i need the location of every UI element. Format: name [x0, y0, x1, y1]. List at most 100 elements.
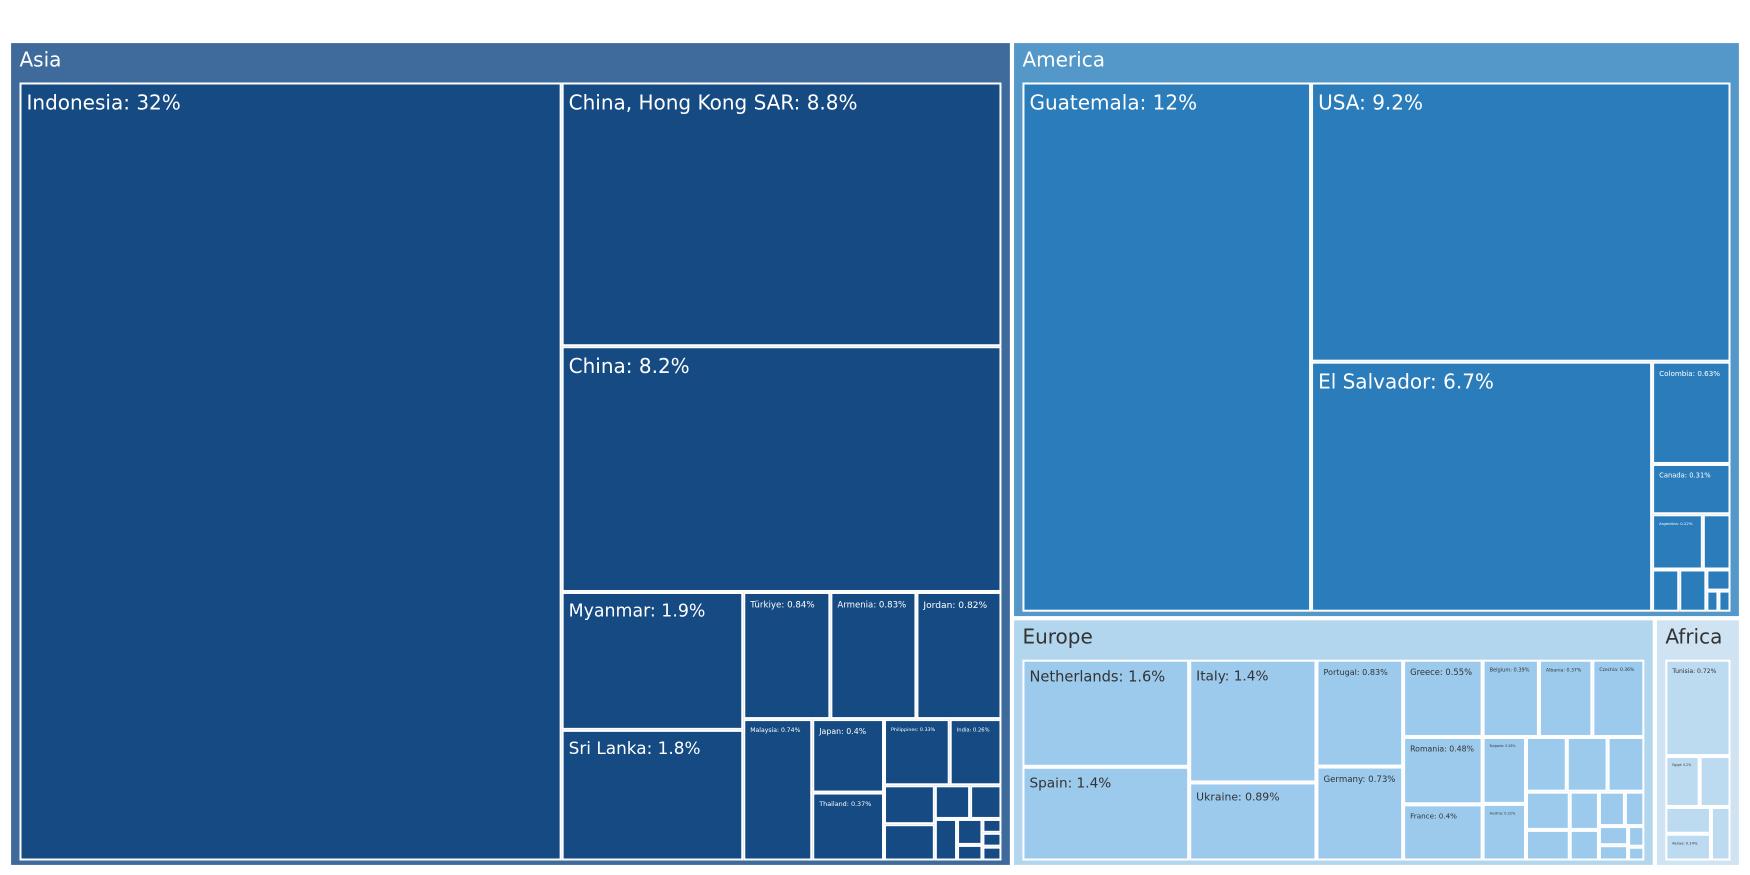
tile-egypt-rect: [1665, 756, 1700, 807]
tile-asia-20[interactable]: [982, 818, 1002, 833]
tile-europe-18[interactable]: [1525, 829, 1570, 861]
tile-africa-5[interactable]: [1710, 806, 1731, 861]
tile-kenya[interactable]: Kenya: 0.14%: [1665, 833, 1711, 861]
tile-colombia[interactable]: Colombia: 0.63%: [1652, 361, 1731, 464]
tile-bulgaria-rect: [1482, 736, 1526, 804]
tile-bulgaria[interactable]: Bulgaria: 0.26%: [1482, 736, 1526, 804]
group-asia-label: Asia: [20, 48, 62, 72]
tile-label-kenya: Kenya: 0.14%: [1672, 841, 1698, 845]
tile-asia-19-rect: [957, 844, 983, 861]
tile-t-rkiye-rect: [743, 591, 831, 720]
group-africa-label: Africa: [1665, 625, 1722, 649]
tile-myanmar[interactable]: Myanmar: 1.9%: [561, 591, 744, 730]
tile-jordan[interactable]: Jordan: 0.82%: [916, 591, 1002, 720]
group-africa[interactable]: Africa Tunisia: 0.72% Egypt: 0.2% Kenya: 0.…: [1655, 619, 1741, 867]
tile-armenia[interactable]: Armenia: 0.83%: [830, 591, 917, 720]
tile-asia-14[interactable]: [884, 824, 935, 861]
group-europe[interactable]: Europe Netherlands: 1.6% Spain: 1.4% Italy:…: [1012, 619, 1654, 867]
tile-malaysia[interactable]: Malaysia: 0.74%: [743, 719, 813, 861]
tile-asia-14-rect: [884, 824, 935, 861]
tile-europe-17[interactable]: [1525, 791, 1570, 830]
tile-asia-20-rect: [982, 818, 1002, 833]
tile-romania[interactable]: Romania: 0.48%: [1403, 736, 1483, 805]
tile-france[interactable]: France: 0.4%: [1403, 804, 1483, 861]
tile-label-france: France: 0.4%: [1410, 812, 1457, 821]
tile-africa-3-rect: [1665, 806, 1711, 834]
tile-america-9[interactable]: [1706, 569, 1731, 591]
tile-label-argentina: Argentina: 0.22%: [1659, 521, 1693, 526]
tile-america-10[interactable]: [1706, 590, 1719, 612]
tile-albania[interactable]: Albania: 0.37%: [1538, 659, 1593, 737]
tile-america-8[interactable]: [1679, 569, 1707, 612]
tile-label-malaysia: Malaysia: 0.74%: [750, 727, 800, 734]
tile-indonesia[interactable]: Indonesia: 32%: [19, 82, 562, 861]
tile-belgium[interactable]: Belgium: 0.39%: [1482, 659, 1539, 737]
tile-america-11[interactable]: [1718, 590, 1731, 612]
tile-sri-lanka[interactable]: Sri Lanka: 1.8%: [561, 729, 744, 861]
tile-usa[interactable]: USA: 9.2%: [1311, 82, 1731, 362]
tile-america-10-rect: [1706, 590, 1719, 612]
tile-china-hong-kong-sar[interactable]: China, Hong Kong SAR: 8.8%: [561, 82, 1002, 347]
tile-t-rkiye[interactable]: Türkiye: 0.84%: [743, 591, 831, 720]
tile-asia-19[interactable]: [957, 844, 983, 861]
tile-europe-16[interactable]: [1607, 736, 1645, 792]
tile-el-salvador[interactable]: El Salvador: 6.7%: [1311, 361, 1653, 612]
tile-europe-24[interactable]: [1598, 845, 1629, 861]
tile-label-usa: USA: 9.2%: [1318, 91, 1423, 115]
tile-africa-2[interactable]: [1699, 756, 1731, 807]
tile-america-7[interactable]: [1652, 569, 1680, 612]
tile-europe-21[interactable]: [1598, 791, 1625, 827]
tile-asia-21[interactable]: [982, 832, 1002, 847]
tile-label-czechia: Czechia: 0.36%: [1599, 667, 1635, 673]
tile-ukraine[interactable]: Ukraine: 0.89%: [1189, 782, 1317, 861]
tile-austria[interactable]: Austria: 0.22%: [1482, 803, 1526, 861]
tile-label-guatemala: Guatemala: 12%: [1029, 91, 1197, 115]
tile-india-rect: [949, 719, 1002, 786]
tile-asia-18[interactable]: [957, 818, 983, 845]
tile-label-germany: Germany: 0.73%: [1323, 775, 1395, 785]
tile-canada[interactable]: Canada: 0.31%: [1652, 463, 1731, 515]
tile-india[interactable]: India: 0.26%: [949, 719, 1002, 786]
tile-egypt[interactable]: Egypt: 0.2%: [1665, 756, 1700, 807]
tile-china[interactable]: China: 8.2%: [561, 346, 1002, 592]
tile-label-el-salvador: El Salvador: 6.7%: [1318, 370, 1494, 394]
tile-usa-rect: [1311, 82, 1731, 362]
tile-greece[interactable]: Greece: 0.55%: [1403, 659, 1483, 737]
tile-asia-22[interactable]: [982, 846, 1002, 861]
group-asia[interactable]: Asia Indonesia: 32% China, Hong Kong SAR: …: [9, 41, 1012, 867]
tile-america-11-rect: [1718, 590, 1731, 612]
tile-europe-20[interactable]: [1569, 829, 1599, 861]
tile-portugal[interactable]: Portugal: 0.83%: [1316, 659, 1404, 767]
tile-america-6[interactable]: [1702, 514, 1731, 570]
tile-germany[interactable]: Germany: 0.73%: [1316, 766, 1404, 861]
tile-italy[interactable]: Italy: 1.4%: [1189, 659, 1317, 783]
tile-czechia[interactable]: Czechia: 0.36%: [1592, 659, 1645, 737]
tile-europe-25[interactable]: [1628, 826, 1645, 847]
tile-asia-16[interactable]: [970, 785, 1002, 819]
tile-tunisia[interactable]: Tunisia: 0.72%: [1665, 659, 1731, 757]
tile-europe-19[interactable]: [1569, 791, 1599, 830]
tile-europe-22-rect: [1624, 791, 1645, 827]
tile-asia-13[interactable]: [884, 785, 935, 825]
tile-europe-15[interactable]: [1566, 736, 1608, 792]
tile-asia-15[interactable]: [934, 785, 971, 819]
tile-africa-3[interactable]: [1665, 806, 1711, 834]
tile-guatemala[interactable]: Guatemala: 12%: [1022, 82, 1312, 612]
tile-italy-rect: [1189, 659, 1317, 783]
tile-thailand[interactable]: Thailand: 0.37%: [812, 792, 885, 861]
tile-philippines[interactable]: Philippines: 0.33%: [884, 719, 950, 786]
tile-label-ukraine: Ukraine: 0.89%: [1196, 790, 1279, 803]
group-america[interactable]: America Guatemala: 12% USA: 9.2% El Salvado…: [1012, 41, 1741, 618]
tile-japan[interactable]: Japan: 0.4%: [812, 719, 885, 793]
tile-argentina[interactable]: Argentina: 0.22%: [1652, 514, 1703, 570]
tile-europe-26[interactable]: [1628, 846, 1645, 861]
tile-asia-17[interactable]: [934, 818, 958, 861]
tile-label-china-hong-kong-sar: China, Hong Kong SAR: 8.8%: [569, 91, 858, 115]
tile-europe-23[interactable]: [1598, 826, 1629, 846]
tile-europe-14-rect: [1525, 736, 1567, 792]
tile-europe-22[interactable]: [1624, 791, 1645, 827]
tile-europe-14[interactable]: [1525, 736, 1567, 792]
tile-spain[interactable]: Spain: 1.4%: [1022, 766, 1190, 861]
tile-netherlands[interactable]: Netherlands: 1.6%: [1022, 659, 1190, 767]
